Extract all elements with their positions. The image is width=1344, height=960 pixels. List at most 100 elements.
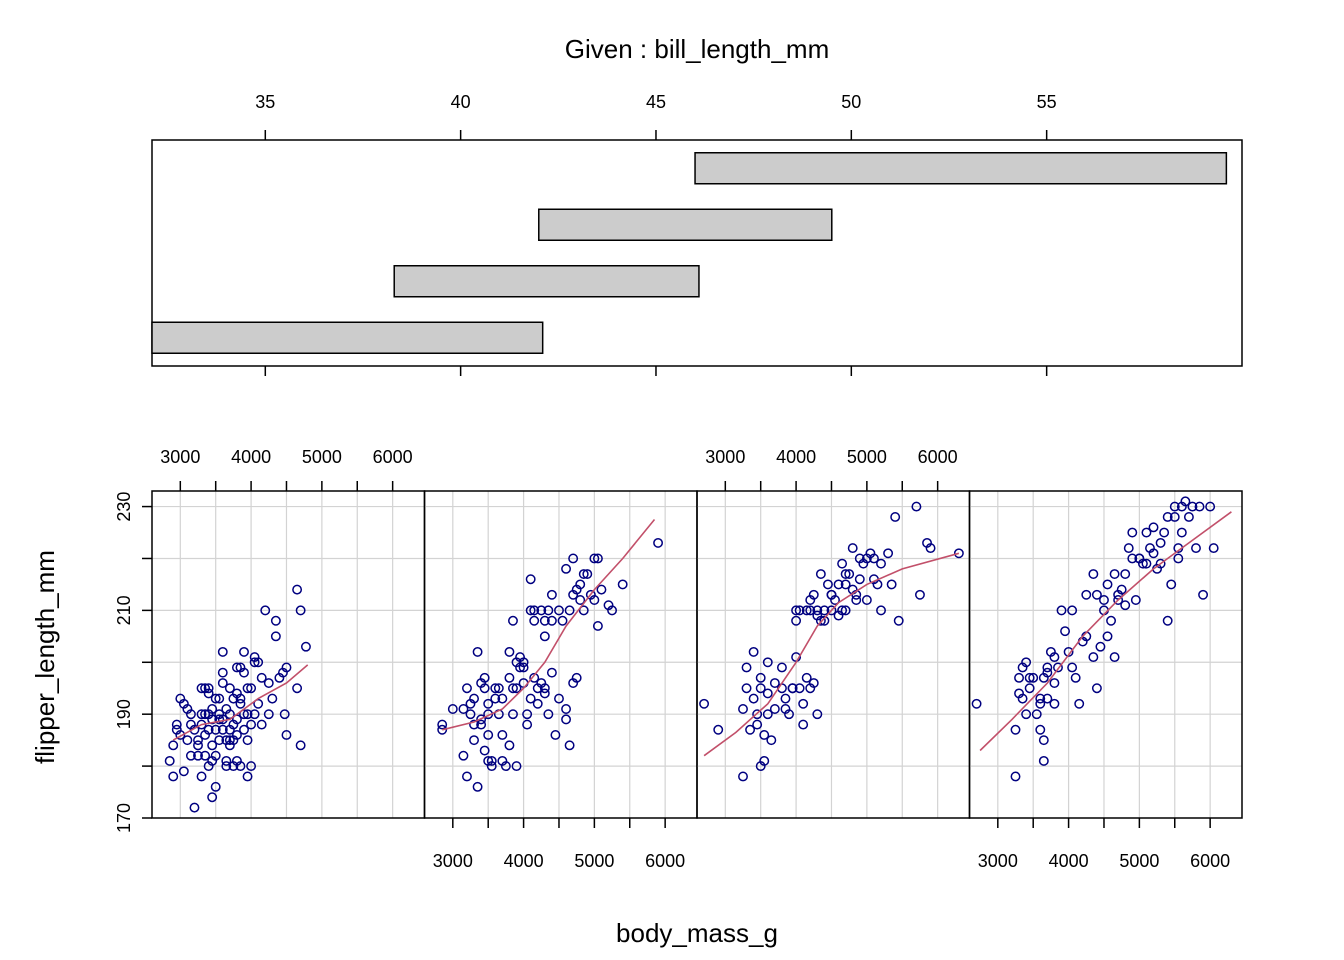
- data-point: [815, 615, 826, 626]
- x-tick-label: 6000: [1190, 851, 1230, 871]
- data-point: [893, 615, 904, 626]
- given-tick-label: 45: [646, 92, 666, 112]
- data-point: [490, 693, 501, 704]
- data-point: [193, 735, 203, 746]
- data-point: [607, 605, 618, 616]
- data-point: [189, 802, 200, 813]
- given-panel: 35 40 45 50 55: [151, 92, 1243, 376]
- x-tick-label: 4000: [1049, 851, 1089, 871]
- data-point: [780, 693, 791, 704]
- data-point: [741, 683, 752, 694]
- data-point: [1130, 595, 1141, 605]
- data-point: [1180, 496, 1191, 507]
- data-point: [256, 672, 267, 683]
- data-point: [766, 735, 777, 746]
- data-point: [752, 709, 763, 720]
- smooth-fit-line: [703, 552, 960, 757]
- data-point: [826, 605, 837, 616]
- data-point: [837, 558, 848, 569]
- x-tick-label: 5000: [302, 447, 342, 467]
- data-point: [699, 698, 710, 709]
- data-point: [1127, 527, 1138, 538]
- data-point: [196, 683, 207, 694]
- data-point: [1010, 771, 1021, 782]
- data-point: [476, 719, 487, 730]
- data-point: [193, 750, 203, 761]
- data-point: [462, 771, 472, 782]
- data-point: [1169, 512, 1180, 522]
- data-point: [182, 735, 193, 746]
- data-point: [1088, 652, 1099, 663]
- data-point: [469, 735, 479, 746]
- y-tick-label: 190: [114, 699, 134, 729]
- data-point: [1155, 537, 1166, 548]
- data-point: [196, 709, 207, 720]
- data-point: [185, 750, 196, 761]
- data-point: [653, 537, 664, 548]
- data-point: [784, 709, 794, 720]
- data-point: [246, 683, 257, 694]
- data-point: [1194, 501, 1205, 512]
- data-point: [561, 704, 572, 714]
- data-point: [1109, 569, 1120, 579]
- data-point: [476, 714, 487, 725]
- data-point: [861, 595, 872, 605]
- x-tick-label: 3000: [433, 851, 473, 871]
- data-point: [539, 683, 550, 694]
- data-point: [465, 709, 476, 720]
- data-point: [256, 719, 267, 730]
- data-point: [1166, 579, 1177, 590]
- data-point: [1091, 589, 1102, 600]
- data-point: [295, 605, 306, 616]
- x-tick-label: 3000: [160, 447, 200, 467]
- x-tick-label: 5000: [1119, 851, 1159, 871]
- data-point: [1021, 657, 1032, 668]
- data-point: [762, 709, 773, 720]
- data-point: [1113, 595, 1124, 605]
- data-point: [543, 709, 554, 720]
- data-point: [1141, 558, 1152, 569]
- data-point: [1127, 553, 1138, 564]
- data-point: [752, 719, 763, 730]
- data-point: [1035, 693, 1046, 704]
- data-point: [876, 558, 886, 569]
- given-tick-label: 50: [841, 92, 861, 112]
- data-point: [207, 740, 218, 751]
- data-point: [1208, 543, 1219, 554]
- data-point: [1120, 600, 1131, 611]
- data-point: [925, 543, 936, 554]
- data-point: [833, 579, 844, 590]
- x-tick-label: 4000: [776, 447, 816, 467]
- data-point: [242, 683, 253, 694]
- x-tick-label: 3000: [705, 447, 745, 467]
- data-point: [1176, 527, 1187, 538]
- data-point: [745, 724, 756, 735]
- data-point: [953, 548, 964, 559]
- data-point: [532, 698, 543, 709]
- data-point: [794, 683, 805, 694]
- data-point: [242, 709, 253, 720]
- data-point: [1123, 543, 1134, 554]
- data-point: [203, 724, 214, 735]
- data-point: [1021, 709, 1032, 720]
- data-point: [589, 553, 600, 564]
- data-point: [762, 688, 773, 699]
- data-point: [281, 730, 292, 740]
- data-point: [472, 781, 483, 792]
- data-point: [508, 683, 518, 694]
- data-point: [759, 730, 770, 740]
- data-point: [1116, 584, 1127, 595]
- given-frame: [151, 139, 1243, 367]
- given-tick-label: 35: [255, 92, 275, 112]
- data-point: [837, 605, 848, 616]
- data-point: [851, 595, 862, 605]
- data-point: [239, 724, 249, 735]
- data-point: [801, 672, 812, 683]
- given-title: Given : bill_length_mm: [565, 34, 829, 64]
- data-point: [539, 631, 550, 642]
- data-point: [185, 709, 196, 720]
- data-point: [1191, 543, 1201, 554]
- data-point: [1049, 652, 1060, 663]
- data-point: [759, 755, 770, 766]
